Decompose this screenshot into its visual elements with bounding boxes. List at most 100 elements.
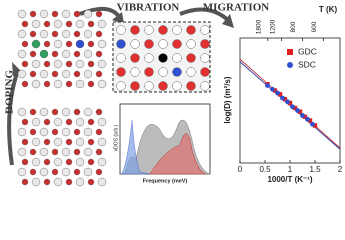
- atom: [39, 9, 49, 19]
- sphere: [200, 67, 210, 77]
- atom: [17, 107, 27, 117]
- atom: [43, 158, 51, 166]
- sphere: [130, 53, 140, 63]
- sphere: [116, 81, 126, 91]
- sphere: [130, 81, 140, 91]
- point: [305, 116, 310, 122]
- point: [270, 86, 275, 92]
- atom: [65, 60, 73, 68]
- y-axis-label: log(D) (m²/s): [223, 76, 232, 123]
- vdos-blue: [121, 119, 151, 175]
- point: [265, 83, 270, 88]
- atom: [61, 167, 71, 177]
- atom: [87, 60, 95, 68]
- vdos-red: [149, 133, 207, 175]
- atom: [17, 29, 27, 39]
- atom: [53, 19, 63, 29]
- atom: [97, 79, 107, 89]
- atom: [39, 29, 49, 39]
- legend-marker: [287, 62, 293, 68]
- atom: [43, 178, 51, 186]
- sphere: [116, 67, 126, 77]
- sphere: [130, 25, 140, 35]
- doping-label: DOPING: [4, 70, 16, 114]
- atom: [51, 148, 59, 156]
- sphere: [172, 67, 182, 77]
- atom: [43, 20, 51, 28]
- migration-label: MIGRATION: [203, 2, 269, 14]
- atom: [17, 69, 27, 79]
- atom: [21, 80, 29, 88]
- atom: [21, 158, 29, 166]
- sphere: [158, 25, 168, 35]
- atom: [65, 158, 73, 166]
- atom: [53, 177, 63, 187]
- atom: [73, 108, 81, 116]
- atom: [39, 147, 49, 157]
- atom: [97, 137, 107, 147]
- atom: [21, 178, 29, 186]
- atom: [87, 40, 95, 48]
- atom: [73, 10, 81, 18]
- atom: [43, 138, 51, 146]
- atom: [83, 9, 93, 19]
- atom: [83, 127, 93, 137]
- sphere: [116, 53, 126, 63]
- atom: [75, 157, 85, 167]
- sphere: [144, 81, 154, 91]
- atom: [75, 39, 85, 49]
- atom: [95, 30, 103, 38]
- atom: [65, 118, 73, 126]
- atom: [53, 117, 63, 127]
- atom: [65, 20, 73, 28]
- atom: [61, 107, 71, 117]
- atom: [75, 137, 85, 147]
- atom: [97, 39, 107, 49]
- atom: [43, 118, 51, 126]
- vdos-ylabel: vDOS (arb.): [113, 124, 119, 151]
- atom: [39, 69, 49, 79]
- atom: [73, 128, 81, 136]
- atom: [53, 79, 63, 89]
- x2-tick-label: 800: [290, 21, 297, 32]
- atom: [51, 50, 59, 58]
- atom: [21, 138, 29, 146]
- x2-tick-label: 600: [311, 21, 318, 32]
- atom: [73, 148, 81, 156]
- atom: [95, 50, 103, 58]
- atom: [17, 49, 27, 59]
- atom: [31, 177, 41, 187]
- atom: [51, 70, 59, 78]
- sphere: [186, 67, 196, 77]
- vdos-xlabel: Frequency (meV): [143, 178, 188, 184]
- sphere: [144, 67, 154, 77]
- point: [302, 114, 308, 119]
- sphere: [144, 39, 154, 49]
- atom: [75, 79, 85, 89]
- atom: [97, 19, 107, 29]
- graphical-abstract: DOPING VIBRATION MIGRATION vDOS (arb.) F…: [4, 2, 343, 187]
- atom: [31, 39, 41, 49]
- atom: [61, 49, 71, 59]
- x2-tick-label: 1800: [256, 19, 263, 34]
- atom: [39, 49, 49, 59]
- atom: [29, 128, 37, 136]
- sphere: [158, 67, 168, 77]
- atom: [83, 147, 93, 157]
- point: [300, 113, 305, 118]
- atom: [29, 168, 37, 176]
- sphere: [172, 25, 182, 35]
- atom: [31, 117, 41, 127]
- x2-tick-label: 1200: [269, 19, 276, 34]
- atom: [61, 127, 71, 137]
- atom: [95, 108, 103, 116]
- plot-frame: [239, 37, 341, 164]
- atom: [39, 107, 49, 117]
- sphere: [172, 39, 182, 49]
- atom: [29, 70, 37, 78]
- atom: [97, 117, 107, 127]
- atom: [95, 128, 103, 136]
- sphere: [158, 39, 168, 49]
- point: [292, 105, 298, 111]
